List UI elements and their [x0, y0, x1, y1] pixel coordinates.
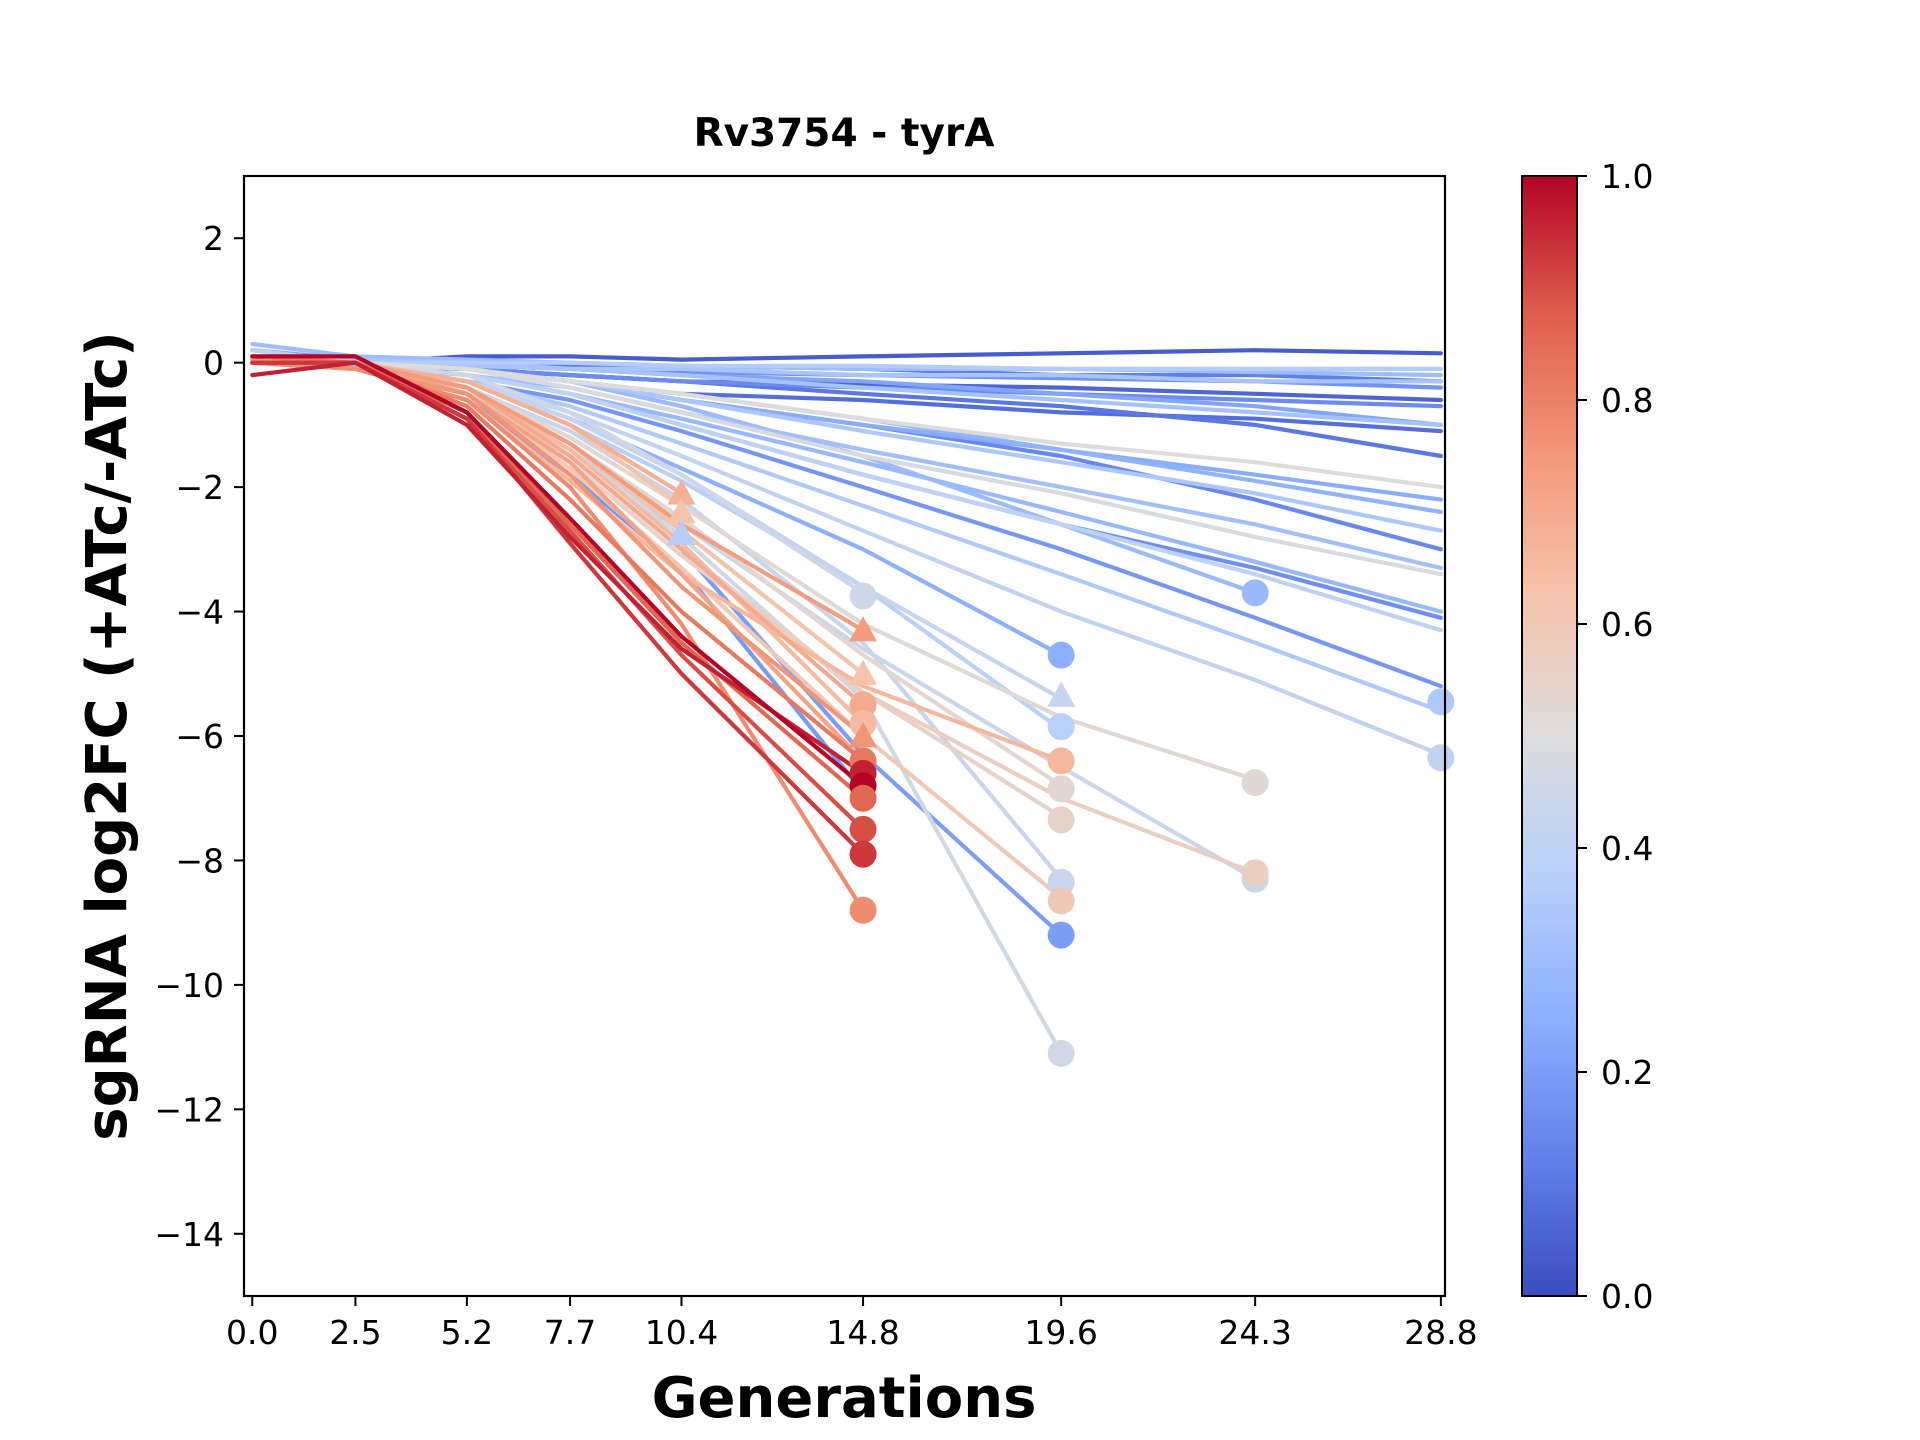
colorbar-tick-label: 1.0 [1601, 157, 1653, 196]
point-marker-triangle-17 [667, 479, 696, 505]
y-tick-label: −4 [175, 593, 224, 632]
x-tick-label: 10.4 [645, 1313, 718, 1352]
point-marker-triangle-21 [849, 616, 878, 642]
point-marker-3 [1427, 744, 1455, 772]
point-marker-30 [849, 815, 877, 843]
point-marker-16 [1241, 859, 1269, 887]
x-tick-label: 24.3 [1218, 1313, 1291, 1352]
point-marker-triangle-18 [667, 498, 696, 524]
point-marker-12 [1047, 921, 1075, 949]
x-tick-label: 28.8 [1404, 1313, 1477, 1352]
colorbar-tick-label: 0.6 [1601, 605, 1653, 644]
colorbar-tick-label: 0.2 [1601, 1053, 1653, 1092]
y-tick-label: 2 [203, 219, 224, 258]
x-tick-label: 14.8 [826, 1313, 899, 1352]
x-tick-label: 19.6 [1024, 1313, 1097, 1352]
series-line-36 [250, 354, 1444, 490]
point-marker-20 [849, 582, 877, 610]
y-axis-label: sgRNA log2FC (+ATc/-ATc) [75, 331, 140, 1141]
x-tick-label: 5.2 [441, 1313, 493, 1352]
point-marker-4 [1047, 641, 1075, 669]
point-marker-14 [1241, 769, 1269, 797]
y-tick-label: −12 [154, 1090, 224, 1129]
point-marker-2 [1427, 688, 1455, 716]
chart-title: Rv3754 - tyrA [694, 111, 995, 156]
point-marker-5 [1047, 713, 1075, 741]
point-marker-10 [1047, 868, 1075, 896]
y-tick-label: −10 [154, 966, 224, 1005]
colorbar-tick-label: 0.0 [1601, 1277, 1653, 1316]
x-tick-label: 0.0 [226, 1313, 278, 1352]
point-marker-triangle-19 [667, 519, 696, 545]
colorbar-ticks: 0.0 0.2 0.4 0.6 0.8 1.0 [1577, 157, 1653, 1316]
x-tick-label: 2.5 [329, 1313, 381, 1352]
point-marker-8 [1047, 775, 1075, 803]
point-marker-triangle-25 [849, 722, 878, 748]
y-tick-label: 0 [203, 344, 224, 383]
point-marker-triangle-22 [849, 659, 878, 685]
point-marker-9 [1047, 806, 1075, 834]
point-marker-29 [849, 784, 877, 812]
point-marker-7 [1047, 747, 1075, 775]
colorbar-tick-label: 0.4 [1601, 829, 1653, 868]
y-axis-ticks: 2 0 −2 −4 −6 −8 −10 −12 −14 [154, 219, 244, 1254]
series-lines [250, 341, 1444, 1056]
point-marker-23 [849, 691, 877, 719]
series-line-56 [250, 360, 866, 776]
x-axis-ticks: 0.0 2.5 5.2 7.7 10.4 14.8 19.6 24.3 28.8 [226, 1296, 1478, 1352]
x-axis-label: Generations [652, 1366, 1037, 1431]
point-marker-triangle-6 [1047, 681, 1076, 707]
y-tick-label: −6 [175, 717, 224, 756]
series-line-57 [250, 354, 866, 788]
y-tick-label: −14 [154, 1215, 224, 1254]
y-tick-label: −2 [175, 468, 224, 507]
colorbar [1521, 175, 1578, 1297]
point-marker-1 [1241, 579, 1269, 607]
point-marker-13 [1047, 1039, 1075, 1067]
y-tick-label: −8 [175, 841, 224, 880]
colorbar-tick-label: 0.8 [1601, 381, 1653, 420]
point-marker-31 [849, 840, 877, 868]
x-tick-label: 7.7 [544, 1313, 596, 1352]
series-markers [667, 479, 1455, 1067]
point-marker-32 [849, 896, 877, 924]
series-line-31 [250, 360, 1064, 882]
point-marker-11 [1047, 887, 1075, 915]
